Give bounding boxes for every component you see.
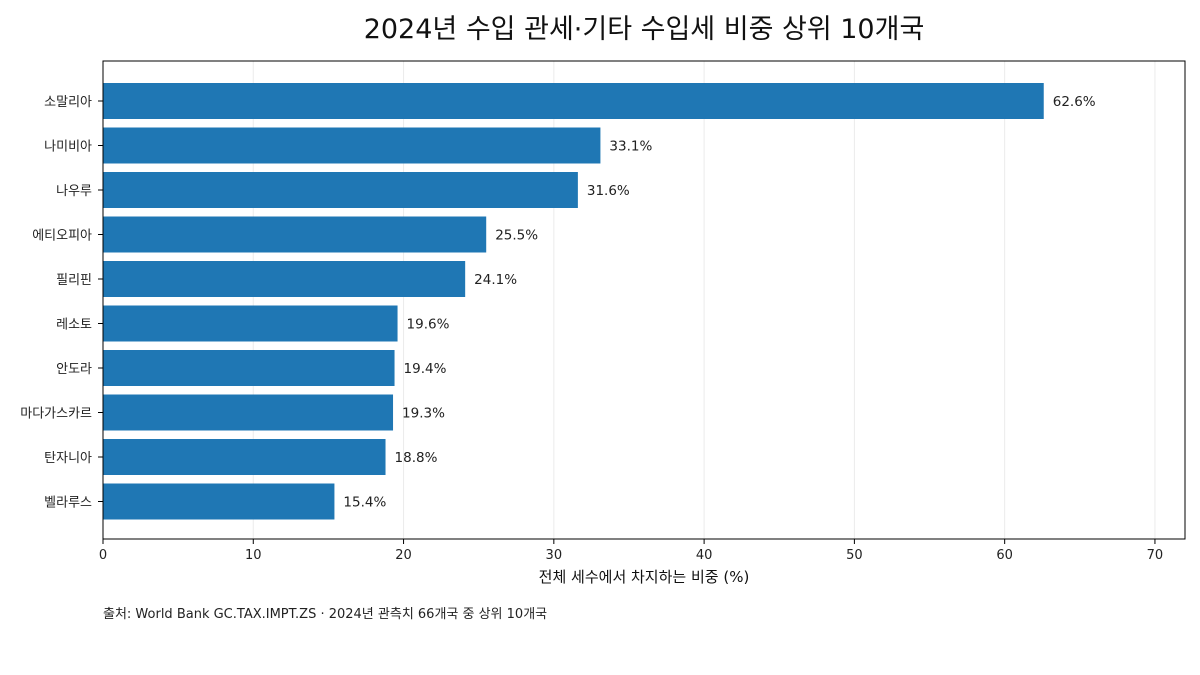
x-axis-ticks: 0 10 20 30 40 50 60 70 xyxy=(99,539,1163,563)
y-tick-label: 소말리아 xyxy=(44,95,92,110)
bar xyxy=(103,439,386,475)
y-tick-label: 레소토 xyxy=(56,318,92,333)
bar xyxy=(103,127,601,164)
bar-value-label: 25.5% xyxy=(495,228,538,244)
bar xyxy=(103,83,1044,119)
bar xyxy=(103,216,487,253)
bar xyxy=(103,261,466,297)
x-tick-label: 10 xyxy=(245,548,262,563)
bar-value-label: 31.6% xyxy=(587,183,630,199)
bar xyxy=(103,172,578,208)
x-tick-label: 20 xyxy=(395,548,412,563)
x-axis-label: 전체 세수에서 차지하는 비중 (%) xyxy=(539,568,750,586)
bar-value-label: 19.3% xyxy=(402,406,445,422)
y-tick-label: 마다가스카르 xyxy=(20,407,92,422)
bar-value-label: 33.1% xyxy=(609,139,652,155)
x-tick-label: 0 xyxy=(99,548,107,563)
plot-frame xyxy=(102,60,1186,540)
bars xyxy=(103,83,1044,520)
source-note: 출처: World Bank GC.TAX.IMPT.ZS · 2024년 관측… xyxy=(103,607,547,622)
chart-title: 2024년 수입 관세·기타 수입세 비중 상위 10개국 xyxy=(364,14,925,45)
bar-value-label: 19.6% xyxy=(407,317,450,333)
bar xyxy=(103,350,395,386)
bar-value-label: 15.4% xyxy=(343,495,386,511)
y-tick-label: 필리핀 xyxy=(56,273,92,288)
y-tick-label: 에티오피아 xyxy=(32,229,92,244)
x-tick-label: 30 xyxy=(546,548,563,563)
x-tick-label: 70 xyxy=(1147,548,1164,563)
x-tick-label: 40 xyxy=(696,548,713,563)
value-labels: 62.6% 33.1% 31.6% 25.5% 24.1% 19.6% 19.4% 19.3%… xyxy=(343,94,1095,511)
bar-value-label: 24.1% xyxy=(474,272,517,288)
bar-value-label: 62.6% xyxy=(1053,94,1096,110)
bar xyxy=(103,394,394,431)
bar-value-label: 18.8% xyxy=(395,450,438,466)
x-tick-label: 50 xyxy=(846,548,863,563)
y-tick-label: 탄자니아 xyxy=(44,451,92,466)
bar-value-label: 19.4% xyxy=(404,361,447,377)
y-tick-label: 벨라루스 xyxy=(44,496,92,511)
y-tick-label: 안도라 xyxy=(56,362,92,377)
y-tick-label: 나우루 xyxy=(56,184,92,199)
x-tick-label: 60 xyxy=(996,548,1013,563)
bar xyxy=(103,483,335,520)
y-tick-label: 나미비아 xyxy=(44,140,92,155)
bar xyxy=(103,305,398,342)
